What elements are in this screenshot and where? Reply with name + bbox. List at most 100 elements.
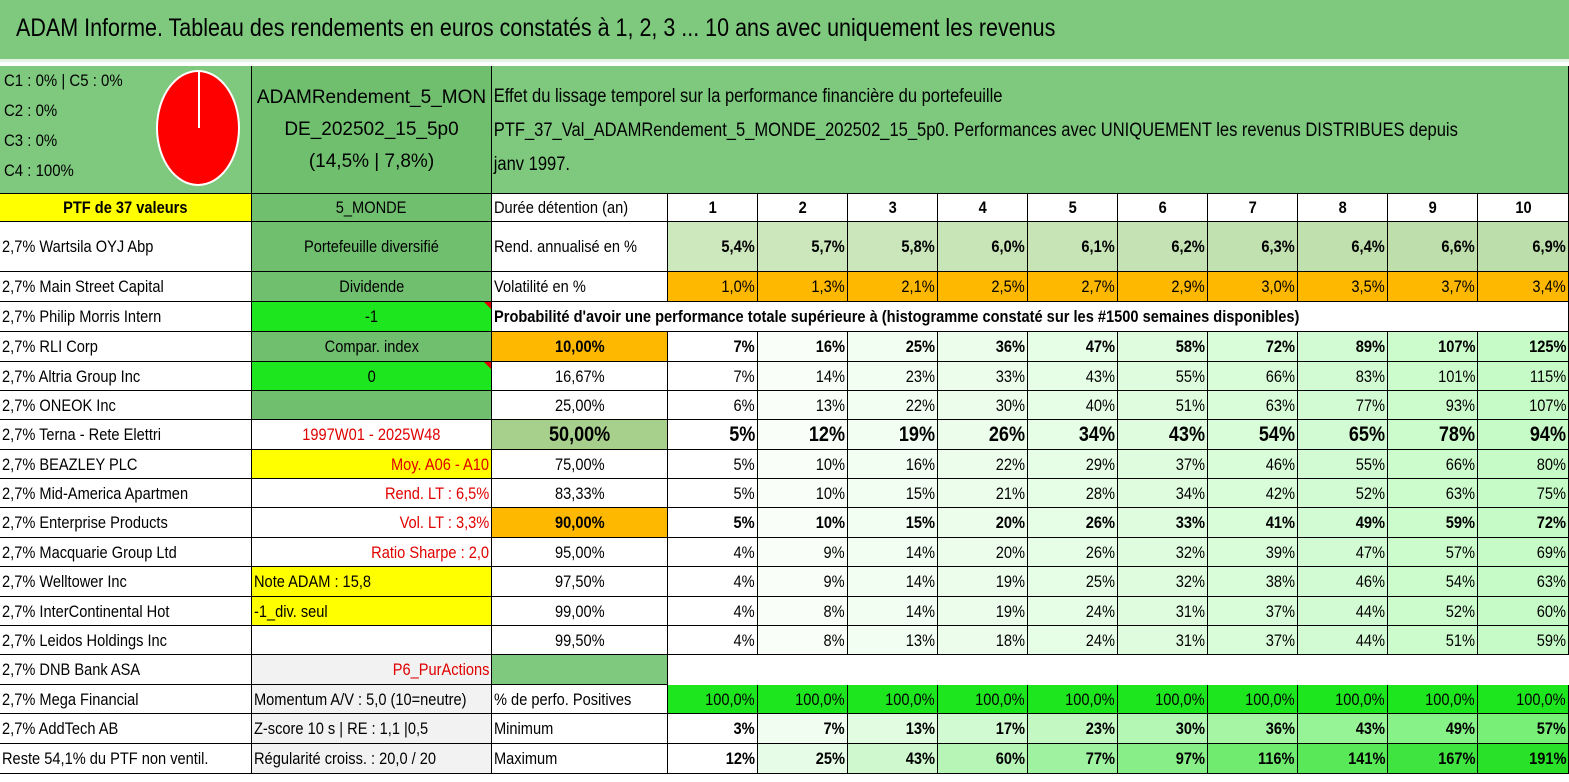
probability-value-text: 30% <box>995 395 1025 415</box>
probability-value: 28% <box>1028 479 1118 508</box>
probability-value: 7% <box>668 332 758 362</box>
year-header: 9 <box>1388 194 1478 222</box>
probability-value: 36% <box>938 332 1028 362</box>
probability-value-text: 41% <box>1265 513 1295 532</box>
probability-level: 95,00% <box>492 538 668 567</box>
positive-perf-value-text: 100,0% <box>795 689 845 709</box>
minimum-value-text: 17% <box>995 719 1025 738</box>
maximum-value: 60% <box>938 744 1028 774</box>
probability-value: 10% <box>758 450 848 479</box>
holding-row: 2,7% ONEOK Inc <box>0 391 252 420</box>
positive-perf-value-text: 100,0% <box>1065 689 1115 709</box>
probability-value: 40% <box>1028 391 1118 420</box>
vol-value: 3,5% <box>1298 272 1388 302</box>
probability-value: 16% <box>758 332 848 362</box>
probability-value-text: 59% <box>1445 513 1475 532</box>
zscore-label: Z-score 10 s | RE : 1,1 |0,5 <box>252 714 492 744</box>
probability-value-text: 9% <box>823 572 845 591</box>
probability-value: 21% <box>938 479 1028 508</box>
probability-value-text: 10% <box>815 483 845 503</box>
rend-value-text: 6,9% <box>1532 237 1566 256</box>
legend-c2: C2 : 0% <box>4 101 58 120</box>
minimum-label-text: Minimum <box>494 719 554 738</box>
rend-value-text: 6,6% <box>1441 237 1475 256</box>
probability-value: 9% <box>758 567 848 597</box>
minimum-value-text: 7% <box>823 719 845 738</box>
holding-row-text: 2,7% Mid-America Apartmen <box>2 483 189 503</box>
probability-value-text: 77% <box>1355 395 1385 415</box>
probability-value-text: 10% <box>815 513 845 532</box>
maximum-value-text: 97% <box>1175 749 1205 768</box>
year-header: 5 <box>1028 194 1118 222</box>
probability-value: 54% <box>1388 567 1478 597</box>
rend-value: 6,4% <box>1298 222 1388 272</box>
probability-value-text: 28% <box>1085 483 1115 503</box>
maximum-value: 77% <box>1028 744 1118 774</box>
model-line-2: DE_202502_15_5p0 <box>284 119 459 140</box>
vol-value-text: 3,5% <box>1351 277 1385 296</box>
probability-value: 41% <box>1208 508 1298 538</box>
probability-value: 39% <box>1208 538 1298 567</box>
universe-label-text: 5_MONDE <box>336 198 407 217</box>
probability-value-text: 4% <box>733 572 755 591</box>
probability-level-text: 99,50% <box>554 630 605 650</box>
minimum-value: 30% <box>1118 714 1208 744</box>
probability-value-text: 4% <box>733 601 755 621</box>
probability-value: 38% <box>1208 567 1298 597</box>
maximum-value-text: 116% <box>1258 749 1295 768</box>
momentum-label-text: Momentum A/V : 5,0 (10=neutre) <box>254 689 467 709</box>
holding-row: 2,7% Altria Group Inc <box>0 362 252 391</box>
probability-value-text: 65% <box>1348 423 1385 446</box>
probability-value: 22% <box>848 391 938 420</box>
probability-value: 15% <box>848 479 938 508</box>
momentum-label: Momentum A/V : 5,0 (10=neutre) <box>252 685 492 714</box>
minimum-label: Minimum <box>492 714 668 744</box>
probability-value: 63% <box>1208 391 1298 420</box>
vol-value: 1,0% <box>668 272 758 302</box>
probability-value-text: 24% <box>1085 630 1115 650</box>
probability-value: 14% <box>758 362 848 391</box>
rend-value: 6,3% <box>1208 222 1298 272</box>
blank-cell <box>1474 302 1569 332</box>
portfolio-size-label-text: PTF de 37 valeurs <box>63 198 188 217</box>
positive-perf-label-text: % de perfo. Positives <box>494 689 632 709</box>
probability-value-text: 115% <box>1529 366 1566 386</box>
year-header-text: 10 <box>1514 198 1532 217</box>
vol-value-text: 2,7% <box>1081 277 1115 296</box>
probability-value-text: 12% <box>808 423 845 446</box>
holding-row: Reste 54,1% du PTF non ventil. <box>0 744 252 774</box>
probability-value-text: 57% <box>1445 542 1475 562</box>
positive-perf-value-text: 100,0% <box>1335 689 1385 709</box>
probability-value-text: 5% <box>733 513 755 532</box>
probability-value-text: 89% <box>1355 337 1385 356</box>
probability-value-text: 9% <box>823 542 845 562</box>
rend-value: 6,6% <box>1388 222 1478 272</box>
holding-row: 2,7% Leidos Holdings Inc <box>0 626 252 655</box>
regularite-label-text: Régularité croiss. : 20,0 / 20 <box>254 749 437 768</box>
probability-value: 13% <box>848 626 938 655</box>
year-header-text: 6 <box>1158 198 1167 217</box>
probability-value: 60% <box>1478 597 1569 626</box>
rend-value: 6,1% <box>1028 222 1118 272</box>
effect-line-2: PTF_37_Val_ADAMRendement_5_MONDE_202502_… <box>493 120 1458 141</box>
probability-value: 31% <box>1118 597 1208 626</box>
probability-level: 10,00% <box>492 332 668 362</box>
probability-value-text: 40% <box>1085 395 1115 415</box>
probability-value: 26% <box>1028 538 1118 567</box>
title-bar: ADAM Informe. Tableau des rendements en … <box>0 0 1569 62</box>
probability-value: 63% <box>1388 479 1478 508</box>
vol-value: 3,7% <box>1388 272 1478 302</box>
probability-value: 33% <box>938 362 1028 391</box>
vol-lt-label: Vol. LT : 3,3% <box>252 508 492 538</box>
positive-perf-value-text: 100,0% <box>1245 689 1295 709</box>
probability-level: 50,00% <box>492 420 668 450</box>
vol-value: 2,9% <box>1118 272 1208 302</box>
duration-label: Durée détention (an) <box>492 194 668 222</box>
probability-value-text: 63% <box>1265 395 1295 415</box>
holding-row: 2,7% Philip Morris Intern <box>0 302 252 332</box>
note-adam-label-text: Note ADAM : 15,8 <box>254 572 372 591</box>
probability-value-text: 14% <box>905 542 935 562</box>
holding-row-text: 2,7% Welltower Inc <box>2 572 127 591</box>
probability-value-text: 66% <box>1445 454 1475 474</box>
